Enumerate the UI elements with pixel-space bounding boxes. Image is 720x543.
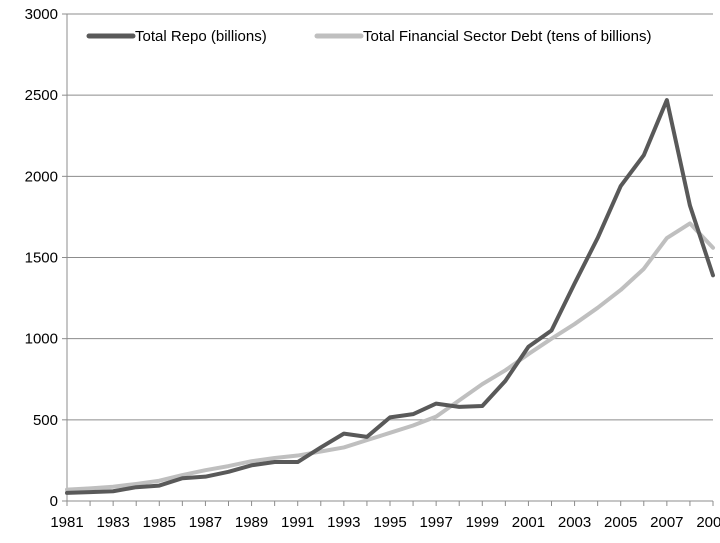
x-tick-label: 2001 <box>512 514 545 531</box>
series-line-2 <box>65 221 715 492</box>
x-tick-label: 1989 <box>235 514 268 531</box>
x-tick-label: 1985 <box>143 514 176 531</box>
y-tick-label: 2500 <box>25 87 58 104</box>
x-tick-label: 2007 <box>650 514 683 531</box>
y-tick-label: 500 <box>33 412 58 429</box>
x-tick-label: 1987 <box>189 514 222 531</box>
x-tick-label: 2009 <box>696 514 720 531</box>
gridlines <box>67 13 713 421</box>
x-tick-label: 2003 <box>558 514 591 531</box>
y-tick-label: 1500 <box>25 250 58 267</box>
x-tick-label: 1995 <box>373 514 406 531</box>
legend: Total Repo (billions) Total Financial Sec… <box>86 28 651 45</box>
x-tick-label: 1999 <box>466 514 499 531</box>
y-tick-label: 3000 <box>25 6 58 23</box>
series-lines <box>65 98 715 495</box>
x-tick-label: 2005 <box>604 514 637 531</box>
y-tick-label: 1000 <box>25 331 58 348</box>
axes: 0 500 1000 1500 2000 2500 3000 1981 1983 1985 1987… <box>25 6 720 531</box>
y-tick-label: 0 <box>50 493 58 510</box>
legend-label-2: Total Financial Sector Debt (tens of bil… <box>363 28 651 45</box>
legend-label-1: Total Repo (billions) <box>135 28 267 45</box>
x-tick-label: 1991 <box>281 514 314 531</box>
x-tick-label: 1981 <box>50 514 83 531</box>
x-tick-label: 1993 <box>327 514 360 531</box>
x-tick-label: 1983 <box>96 514 129 531</box>
series-line-1 <box>65 98 715 495</box>
x-tick-label: 1997 <box>419 514 452 531</box>
y-tick-label: 2000 <box>25 168 58 185</box>
